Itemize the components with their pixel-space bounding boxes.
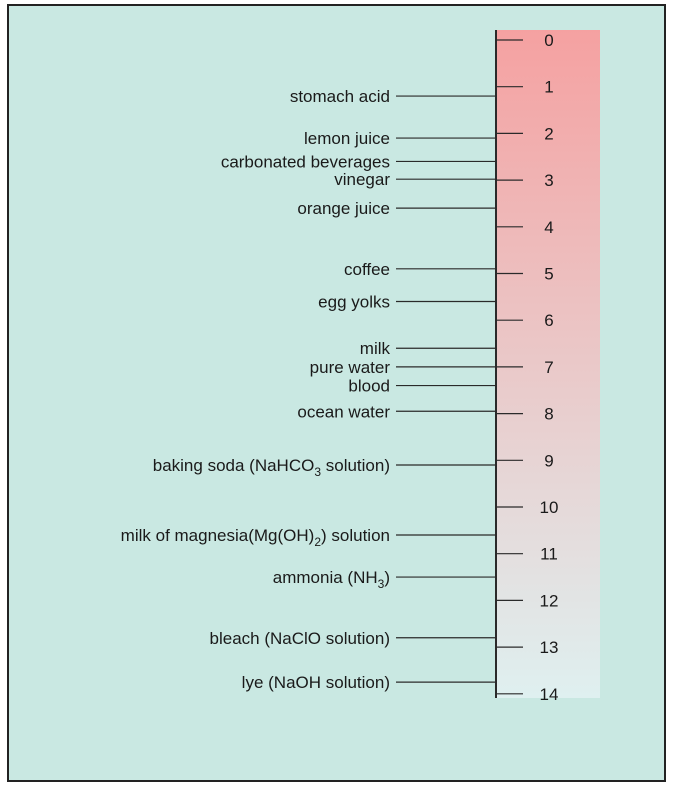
ph-tick-label-5: 5 [544, 265, 553, 284]
substance-label-carbonated-beverages: carbonated beverages [221, 152, 390, 171]
substance-label-lemon-juice: lemon juice [304, 129, 390, 148]
ph-tick-label-9: 9 [544, 451, 553, 470]
ph-tick-label-14: 14 [540, 685, 559, 704]
substance-label-coffee: coffee [344, 260, 390, 279]
ph-tick-label-2: 2 [544, 124, 553, 143]
ph-tick-label-10: 10 [540, 498, 559, 517]
substance-label-blood: blood [348, 377, 390, 396]
ph-tick-label-7: 7 [544, 358, 553, 377]
ph-tick-label-3: 3 [544, 171, 553, 190]
substance-label-baking-soda: baking soda (NaHCO3 solution) [153, 456, 390, 479]
substance-label-bleach: bleach (NaClO solution) [210, 629, 390, 648]
ph-tick-label-6: 6 [544, 311, 553, 330]
ph-tick-label-11: 11 [540, 545, 558, 564]
substance-label-milk: milk [360, 339, 391, 358]
ph-tick-label-8: 8 [544, 405, 553, 424]
substance-labels: stomach acid lemon juice carbonated bevera… [121, 87, 496, 692]
ph-color-bar [496, 30, 600, 698]
ph-tick-label-13: 13 [540, 638, 559, 657]
substance-label-orange-juice: orange juice [297, 199, 390, 218]
ph-tick-label-4: 4 [544, 218, 553, 237]
substance-label-egg-yolks: egg yolks [318, 293, 390, 312]
substance-label-pure-water: pure water [310, 358, 391, 377]
ph-tick-label-1: 1 [544, 78, 553, 97]
substance-label-ammonia: ammonia (NH3) [273, 568, 390, 591]
substance-label-stomach-acid: stomach acid [290, 87, 390, 106]
substance-label-lye: lye (NaOH solution) [242, 673, 390, 692]
substance-label-vinegar: vinegar [334, 170, 390, 189]
ph-tick-label-12: 12 [540, 591, 559, 610]
substance-label-milk-of-magnesia: milk of magnesia(Mg(OH)2) solution [121, 526, 390, 549]
ph-tick-label-0: 0 [544, 31, 553, 50]
substance-label-ocean-water: ocean water [297, 402, 390, 421]
